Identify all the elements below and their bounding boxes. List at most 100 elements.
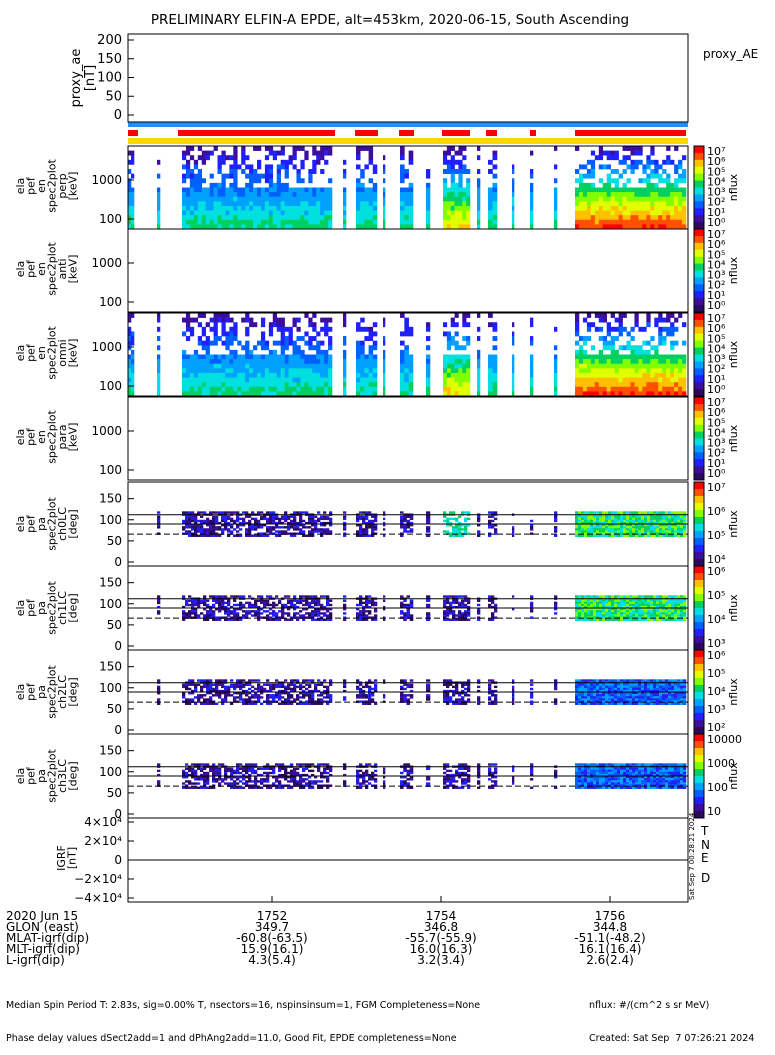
status-bar-red-segment: [486, 130, 497, 136]
spec-cell: [296, 354, 301, 360]
spec-cell: [383, 336, 386, 341]
spec-cell: [296, 219, 301, 225]
spec-cell: [446, 224, 452, 230]
pa-cell: [191, 612, 195, 615]
spec-cell: [233, 187, 238, 193]
spec-cell: [253, 322, 258, 328]
spec-cell: [426, 359, 431, 365]
pa-cell: [602, 519, 606, 523]
pa-cell: [644, 605, 648, 609]
pa-cell: [575, 517, 579, 521]
spec-cell: [316, 224, 321, 230]
pa-cell: [659, 511, 663, 514]
pa-cell: [452, 526, 456, 529]
spec-cell: [512, 359, 515, 365]
spec-cell: [426, 345, 431, 351]
pa-cell: [593, 618, 597, 621]
pa-cell: [230, 683, 234, 686]
spec-cell: [682, 196, 687, 202]
pa-cell: [245, 702, 249, 705]
pa-cell: [185, 530, 189, 533]
pa-cell: [365, 601, 369, 605]
spec-cell: [446, 336, 452, 341]
pa-cell: [683, 614, 687, 617]
spec-cell: [280, 340, 285, 346]
spec-cell: [343, 322, 347, 328]
pa-cell: [638, 515, 642, 518]
spec-cell: [268, 382, 274, 388]
pa-cell: [584, 517, 588, 521]
spec-cell: [193, 354, 199, 360]
pa-cell: [530, 528, 534, 531]
pa-cell: [665, 521, 669, 525]
pa-cell: [512, 608, 515, 611]
pa-cell: [578, 608, 582, 611]
spec-cell: [404, 372, 409, 378]
spec-cell: [308, 205, 313, 211]
pa-cell: [308, 603, 312, 607]
spec-cell: [217, 368, 222, 374]
pa-cell: [212, 614, 216, 617]
pa-cell: [587, 612, 591, 615]
spec-cell: [182, 382, 187, 388]
spec-cell: [296, 382, 301, 388]
pa-cell: [290, 601, 294, 605]
spec-cell: [530, 354, 534, 360]
spec-cell: [630, 205, 635, 211]
spec-cell: [197, 178, 203, 184]
spec-cell: [658, 192, 663, 198]
pa-cell: [488, 511, 492, 514]
pa-cell: [426, 521, 431, 525]
spec-cell: [598, 201, 604, 207]
spec-cell: [674, 219, 679, 225]
pa-cell: [575, 614, 579, 617]
pa-cell: [665, 534, 669, 537]
spec-cell: [364, 164, 369, 170]
spec-cell: [598, 219, 604, 225]
pa-cell: [403, 526, 407, 529]
spec-cell: [606, 192, 611, 198]
pa-cell: [614, 610, 618, 613]
spec-cell: [185, 336, 191, 341]
pa-cell: [443, 530, 447, 533]
pa-cell: [287, 524, 291, 527]
pa-cell: [296, 599, 300, 602]
spec-cell: [575, 372, 580, 378]
spec-cell: [383, 354, 386, 360]
pa-cell: [383, 534, 386, 537]
colorbar-cell: [694, 566, 704, 570]
pa-cell: [659, 603, 663, 607]
pa-cell: [406, 524, 411, 527]
pa-cell: [647, 603, 651, 607]
pa-cell: [182, 528, 186, 531]
spec-cell: [253, 363, 258, 369]
pa-cell: [221, 599, 225, 602]
spec-cell: [594, 391, 600, 397]
pa-cell: [191, 511, 195, 514]
pa-cell: [593, 605, 597, 609]
pa-cell: [263, 603, 267, 607]
spec-cell: [209, 386, 214, 392]
spec-cell: [197, 210, 203, 216]
spec-cell: [450, 317, 455, 323]
spec-cell: [594, 192, 600, 198]
spec-cell: [458, 169, 463, 174]
spec-cell: [654, 201, 659, 207]
spec-cell: [128, 215, 132, 221]
spec-cell: [383, 322, 386, 328]
spec-cell: [249, 368, 254, 374]
spec-cell: [368, 150, 374, 156]
colorbar-cell: [694, 555, 704, 560]
pa-cell: [200, 534, 204, 537]
spec-cell: [320, 354, 325, 360]
spec-cell: [454, 187, 459, 193]
spec-cell: [578, 354, 584, 360]
pa-cell: [400, 595, 404, 598]
spec-cell: [229, 372, 234, 378]
spec-cell: [462, 215, 467, 221]
pa-cell: [383, 618, 386, 621]
spec-cell: [189, 354, 195, 360]
pa-cell: [584, 530, 588, 533]
spec-cell: [634, 363, 639, 369]
pa-cell: [257, 511, 261, 514]
